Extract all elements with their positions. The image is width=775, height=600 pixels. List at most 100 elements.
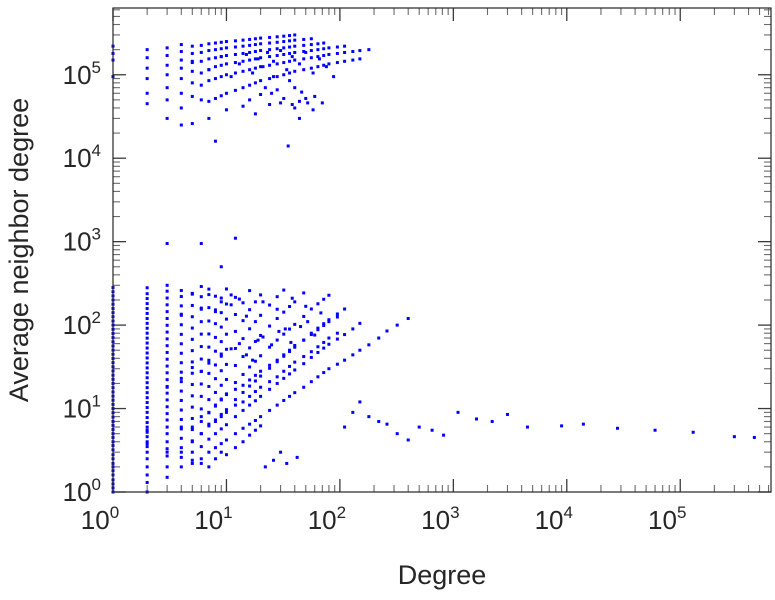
data-point	[179, 304, 183, 308]
axes-box	[112, 7, 772, 493]
tick-label: 105	[63, 58, 101, 90]
data-point	[145, 430, 149, 434]
data-point	[351, 327, 355, 331]
data-point	[253, 379, 257, 383]
data-point	[213, 419, 217, 423]
data-point	[248, 37, 252, 41]
data-point	[199, 345, 203, 349]
data-point	[290, 296, 294, 300]
data-point	[219, 340, 223, 344]
data-point	[248, 346, 252, 350]
data-point	[207, 287, 211, 291]
data-point	[224, 347, 228, 351]
data-point	[165, 447, 169, 451]
data-point	[282, 52, 286, 56]
data-point	[224, 46, 228, 50]
data-point	[256, 338, 260, 342]
data-point	[261, 300, 265, 304]
data-point	[219, 75, 223, 79]
data-point	[207, 410, 211, 414]
data-point	[261, 65, 265, 69]
data-point	[145, 401, 149, 405]
data-point	[358, 400, 362, 404]
data-point	[213, 390, 217, 394]
data-point	[241, 355, 245, 359]
data-point	[229, 303, 233, 307]
data-point	[224, 377, 228, 381]
data-point	[165, 242, 169, 246]
data-point	[145, 341, 149, 345]
data-point	[335, 51, 339, 55]
data-point	[165, 465, 169, 469]
data-point	[322, 297, 326, 301]
data-point	[253, 428, 257, 432]
data-point	[322, 340, 326, 344]
data-point	[316, 328, 320, 332]
data-point	[253, 43, 257, 47]
data-point	[145, 473, 149, 477]
data-point	[309, 43, 313, 47]
data-point	[248, 58, 252, 62]
data-point	[253, 50, 257, 53]
data-point	[241, 86, 245, 90]
data-point	[268, 324, 272, 328]
data-point	[145, 286, 149, 290]
data-point	[190, 425, 194, 429]
data-point	[145, 457, 149, 461]
data-point	[275, 47, 279, 51]
tick-label: 104	[535, 503, 573, 535]
data-point	[241, 59, 245, 63]
data-point	[199, 407, 203, 411]
data-point	[293, 86, 297, 90]
data-point	[259, 333, 263, 337]
data-point	[207, 42, 211, 46]
data-point	[282, 34, 286, 38]
data-point	[213, 432, 217, 436]
data-point	[309, 49, 313, 53]
data-point	[275, 360, 279, 364]
data-point	[259, 65, 263, 69]
data-point	[145, 371, 149, 375]
data-point	[277, 329, 281, 333]
data-point	[219, 265, 223, 269]
data-point	[207, 116, 211, 120]
data-point	[282, 332, 286, 336]
data-point	[165, 405, 169, 409]
data-point	[145, 317, 149, 320]
data-point	[297, 116, 301, 120]
data-point	[179, 398, 183, 402]
data-point	[327, 293, 331, 297]
data-point	[165, 73, 169, 77]
data-point	[251, 358, 255, 362]
data-point	[219, 325, 223, 329]
data-point	[179, 370, 183, 374]
data-point	[302, 37, 306, 41]
data-point	[490, 419, 494, 423]
data-point	[316, 345, 320, 349]
tick-label: 103	[421, 503, 459, 535]
data-point	[259, 424, 263, 428]
data-point	[145, 421, 149, 425]
data-point	[309, 56, 313, 60]
data-point	[288, 59, 292, 63]
data-point	[213, 77, 217, 81]
data-point	[179, 455, 183, 459]
data-point	[309, 350, 313, 354]
data-point	[224, 54, 228, 58]
data-point	[229, 293, 233, 297]
data-point	[190, 394, 194, 398]
data-point	[213, 56, 217, 60]
data-point	[207, 319, 211, 323]
data-point	[165, 303, 169, 307]
data-point	[165, 432, 169, 436]
data-point	[179, 465, 183, 469]
data-point	[179, 43, 183, 47]
data-point	[241, 426, 245, 430]
data-point	[207, 424, 211, 428]
data-point	[268, 103, 272, 107]
data-point	[302, 43, 306, 47]
data-point	[253, 57, 257, 61]
data-point	[288, 305, 292, 309]
data-point	[268, 387, 272, 391]
data-point	[190, 315, 194, 319]
